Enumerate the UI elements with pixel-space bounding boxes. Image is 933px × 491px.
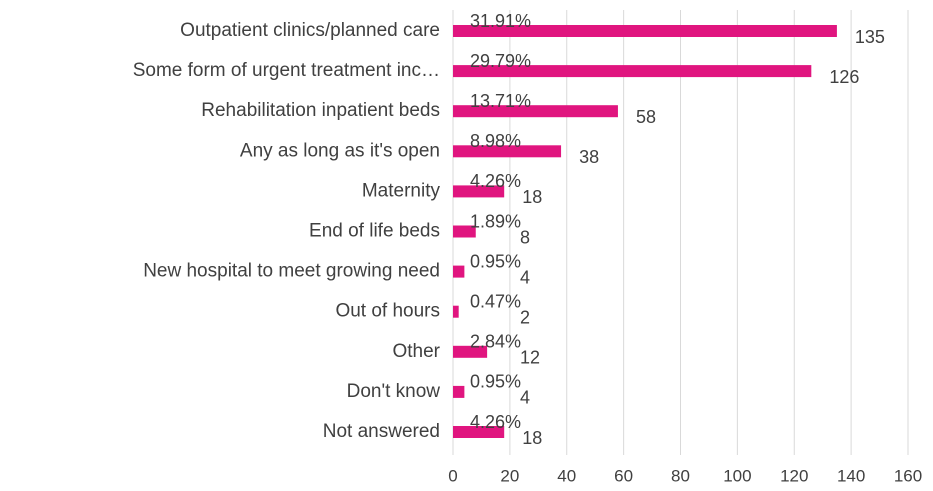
value-label: 12 bbox=[520, 348, 540, 368]
value-label: 38 bbox=[579, 147, 599, 167]
category-label: End of life beds bbox=[309, 221, 440, 242]
category-label: Don't know bbox=[347, 381, 441, 402]
bar bbox=[453, 265, 465, 278]
category-label: Some form of urgent treatment inc… bbox=[133, 60, 440, 81]
bar bbox=[453, 145, 562, 158]
x-tick-label: 120 bbox=[780, 466, 808, 485]
bar bbox=[453, 185, 505, 198]
x-tick-label: 160 bbox=[894, 466, 922, 485]
percent-label: 29.79% bbox=[470, 51, 531, 71]
percent-label: 2.84% bbox=[470, 332, 521, 352]
bar bbox=[453, 225, 476, 238]
value-label: 126 bbox=[829, 67, 859, 87]
x-tick-label: 100 bbox=[723, 466, 751, 485]
category-label: Other bbox=[392, 341, 440, 362]
value-label: 4 bbox=[520, 388, 530, 408]
category-label: Maternity bbox=[362, 180, 441, 201]
percent-label: 13.71% bbox=[470, 91, 531, 111]
category-label: New hospital to meet growing need bbox=[143, 261, 440, 282]
category-label: Not answered bbox=[323, 421, 440, 442]
percent-label: 4.26% bbox=[470, 412, 521, 432]
bar bbox=[453, 345, 488, 358]
bar bbox=[453, 105, 618, 118]
percent-label: 8.98% bbox=[470, 131, 521, 151]
bar bbox=[453, 65, 812, 78]
value-label: 58 bbox=[636, 107, 656, 127]
value-label: 18 bbox=[522, 428, 542, 448]
x-tick-label: 20 bbox=[500, 466, 519, 485]
x-tick-label: 40 bbox=[557, 466, 576, 485]
value-label: 8 bbox=[520, 227, 530, 247]
bar bbox=[453, 426, 505, 438]
bar bbox=[453, 385, 465, 398]
bar bbox=[453, 25, 837, 37]
value-label: 2 bbox=[520, 307, 530, 327]
x-tick-label: 0 bbox=[448, 466, 457, 485]
x-tick-label: 140 bbox=[837, 466, 865, 485]
x-tick-label: 60 bbox=[614, 466, 633, 485]
value-label: 4 bbox=[520, 267, 530, 287]
category-label: Outpatient clinics/planned care bbox=[180, 20, 440, 41]
percent-label: 4.26% bbox=[470, 171, 521, 191]
bar bbox=[453, 305, 459, 318]
percent-label: 1.89% bbox=[470, 211, 521, 231]
percent-label: 31.91% bbox=[470, 11, 531, 31]
percent-label: 0.47% bbox=[470, 291, 521, 311]
percent-label: 0.95% bbox=[470, 251, 521, 271]
category-label: Any as long as it's open bbox=[240, 140, 440, 161]
value-label: 135 bbox=[855, 27, 885, 47]
value-label: 18 bbox=[522, 187, 542, 207]
category-label: Out of hours bbox=[335, 301, 440, 322]
x-tick-label: 80 bbox=[671, 466, 690, 485]
category-label: Rehabilitation inpatient beds bbox=[201, 100, 440, 121]
percent-label: 0.95% bbox=[470, 372, 521, 392]
